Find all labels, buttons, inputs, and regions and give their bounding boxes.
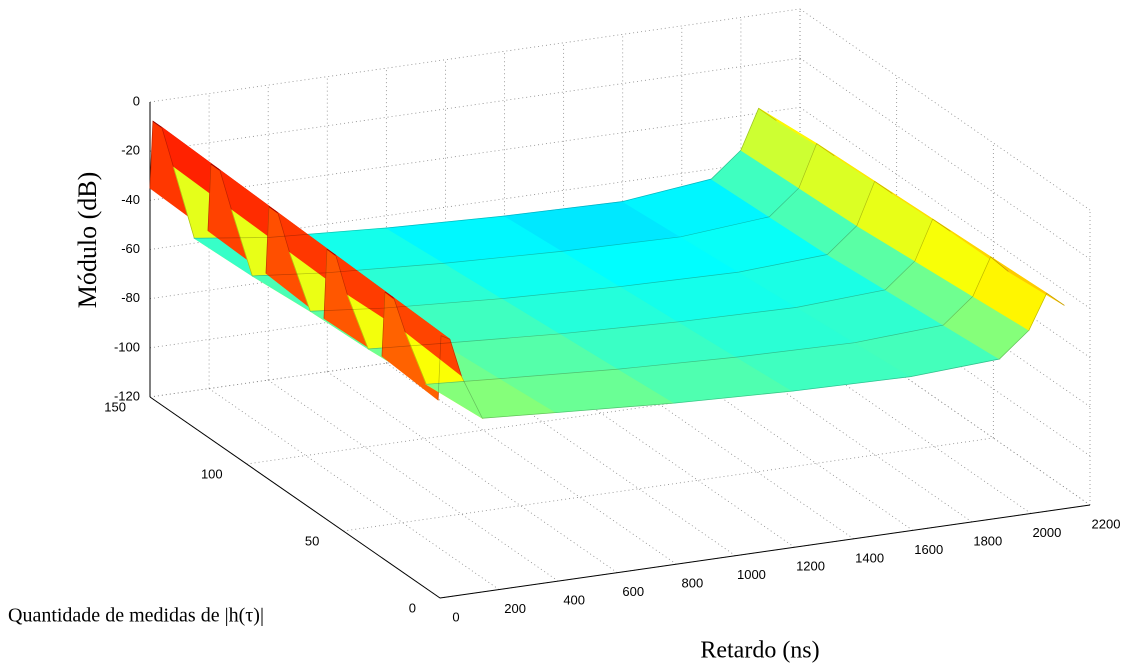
- grid-line: [246, 370, 897, 465]
- grid-line: [799, 8, 1091, 211]
- surface-row-line: [323, 218, 951, 350]
- grid-line: [149, 57, 801, 152]
- axis-line: [439, 504, 1091, 599]
- grid-line: [681, 320, 973, 523]
- grid-line: [799, 107, 1091, 309]
- x-tick-label: 1200: [796, 559, 825, 574]
- z-tick-label: -100: [114, 339, 140, 354]
- grid-line: [149, 8, 801, 103]
- grid-line: [386, 362, 677, 565]
- y-tick-label: 100: [201, 466, 223, 481]
- grid-line: [267, 379, 559, 582]
- x-tick-label: 600: [622, 584, 644, 599]
- grid-line: [208, 388, 500, 590]
- x-tick-label: 2200: [1092, 516, 1121, 531]
- grid-line: [343, 437, 994, 532]
- grid-line: [799, 57, 1091, 260]
- y-axis-label: Quantidade de medidas de |h(τ)|: [8, 605, 264, 627]
- grid-line: [622, 329, 913, 531]
- surface-row-line: [437, 292, 1065, 419]
- grid-line: [504, 345, 795, 548]
- z-tick-label: -60: [121, 241, 140, 256]
- x-tick-label: 800: [682, 576, 704, 591]
- z-tick-label: -40: [121, 192, 140, 207]
- grid-line: [149, 156, 801, 250]
- y-tick-label: 50: [305, 533, 319, 548]
- x-axis-label: Retardo (ns): [700, 638, 819, 664]
- axis-line: [149, 396, 441, 599]
- x-tick-label: 200: [504, 601, 526, 616]
- x-tick-label: 0: [452, 609, 459, 624]
- z-tick-label: -120: [114, 388, 140, 403]
- grid-line: [327, 371, 618, 573]
- y-tick-label: 150: [104, 399, 126, 414]
- surface-row-line: [149, 107, 777, 239]
- surface-patch: [990, 256, 1065, 306]
- z-tick-label: -80: [121, 290, 140, 305]
- x-tick-label: 1800: [973, 533, 1002, 548]
- y-tick-label: 0: [409, 600, 416, 615]
- x-tick-label: 1600: [914, 542, 943, 557]
- x-tick-label: 1400: [855, 550, 884, 565]
- grid-line: [445, 354, 736, 557]
- surface-row-line: [207, 143, 835, 277]
- surface-row-line: [381, 256, 1009, 385]
- grid-line: [740, 312, 1032, 514]
- x-tick-label: 400: [563, 593, 585, 608]
- z-axis-label: Módulo (dB): [73, 172, 102, 309]
- surface-row-line: [265, 180, 893, 312]
- z-tick-label: -20: [121, 143, 140, 158]
- x-tick-label: 2000: [1032, 525, 1061, 540]
- z-tick-label: 0: [133, 93, 140, 108]
- grid-line: [563, 337, 854, 540]
- grid-line: [799, 303, 1091, 506]
- x-tick-label: 1000: [737, 567, 766, 582]
- grid-line: [149, 106, 801, 201]
